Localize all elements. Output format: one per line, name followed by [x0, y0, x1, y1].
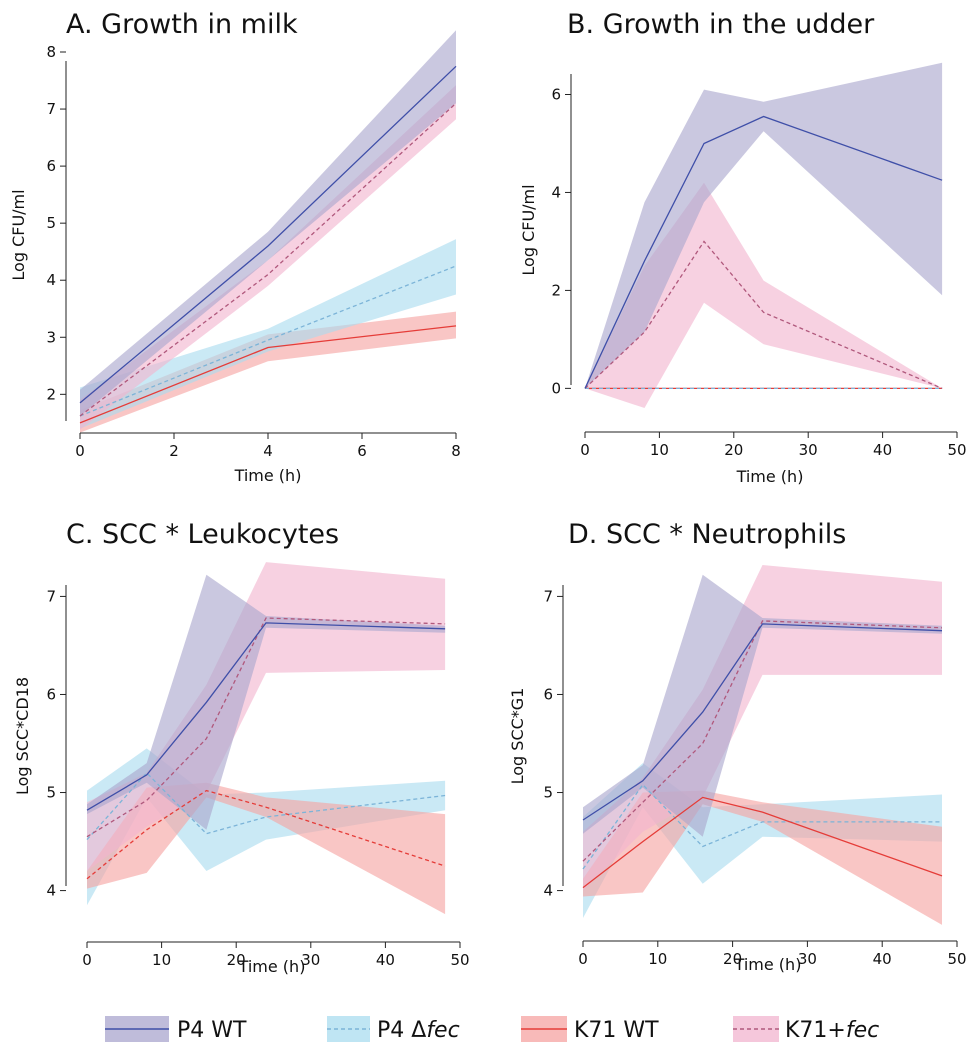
- panel-c-ylabel: Log SCC*CD18: [13, 677, 32, 795]
- panel-a-line-k71-wt: [79, 325, 457, 424]
- panel-a-x-tick-label: 6: [357, 442, 367, 460]
- panel-a-y-tick-label: 8: [46, 43, 56, 61]
- panel-c: C. SCC * Leukocytes 0 10 20 30 40 50 4 5 6 7 Time…: [13, 519, 470, 976]
- panel-c-y-tick-label: 7: [46, 587, 56, 605]
- panel-a-y-tick-label: 4: [46, 271, 56, 289]
- panel-b-x-tick-label: 10: [650, 441, 669, 459]
- panel-d-band-k71-wt: [583, 790, 942, 925]
- panel-b-title: B. Growth in the udder: [567, 9, 875, 40]
- legend-item-p4-dfec: P4 Δfec: [327, 1016, 460, 1043]
- panel-a-x-tick-label: 2: [169, 442, 179, 460]
- panel-a-x-tick-label: 0: [75, 442, 85, 460]
- panel-c-x-tick-label: 0: [82, 951, 92, 969]
- panel-c-xlabel: Time (h): [238, 957, 306, 976]
- legend-label-k71-fec: K71+fec: [785, 1018, 879, 1043]
- panel-d-x-tick-label: 30: [798, 950, 817, 968]
- panel-d-x-tick-label: 0: [578, 950, 588, 968]
- panel-b-x-tick-label: 0: [580, 441, 590, 459]
- panel-a-x-tick-label: 8: [451, 442, 461, 460]
- panel-d-title: D. SCC * Neutrophils: [568, 519, 846, 550]
- panel-c-plot: 0 10 20 30 40 50 4 5 6 7: [46, 562, 470, 969]
- panel-b-x-tick-label: 50: [947, 441, 966, 459]
- panel-c-x-tick-label: 50: [450, 951, 469, 969]
- panel-a-ylabel: Log CFU/ml: [9, 189, 28, 280]
- legend-item-k71-wt: K71 WT: [521, 1016, 659, 1043]
- panel-b-y-tick-label: 2: [551, 281, 561, 299]
- panel-c-x-tick-label: 20: [227, 951, 246, 969]
- panel-d-y-tick-label: 5: [543, 784, 553, 802]
- panel-a-y-tick-label: 5: [46, 214, 56, 232]
- panel-b-y-tick-label: 0: [551, 379, 561, 397]
- panel-a-x-tick-label: 4: [263, 442, 273, 460]
- legend: P4 WT P4 Δfec K71 WT K71+fec: [105, 1016, 879, 1043]
- panel-a-xlabel: Time (h): [234, 466, 302, 485]
- panel-d-x-tick-label: 10: [648, 950, 667, 968]
- panel-c-x-tick-label: 10: [152, 951, 171, 969]
- panel-c-y-tick-label: 5: [46, 784, 56, 802]
- panel-a-plot: 0 2 4 6 8 2 3 4 5 6 7 8: [46, 30, 461, 460]
- panel-b-xlabel: Time (h): [736, 467, 804, 486]
- panel-a-line-p4-wt: [79, 65, 457, 404]
- panel-c-line-k71-wt: [86, 789, 446, 880]
- panel-d-line-p4-wt: [582, 623, 943, 821]
- panel-c-line-p4-dfec: [86, 771, 446, 841]
- panel-a-y-tick-label: 3: [46, 328, 56, 346]
- panel-d-ylabel: Log SCC*G1: [508, 688, 527, 785]
- panel-a-title: A. Growth in milk: [66, 9, 298, 40]
- panel-d-plot: 0 10 20 30 40 50 4 5 6 7: [543, 565, 967, 968]
- panel-b-plot: 0 10 20 30 40 50 0 2 4 6: [551, 62, 967, 459]
- panel-b-y-tick-label: 4: [551, 183, 561, 201]
- panel-a-y-tick-label: 7: [46, 100, 56, 118]
- panel-b: B. Growth in the udder 0 10 20 30 40 50 0 2 4 6 T…: [519, 9, 967, 486]
- panel-a-band-k71-wt: [80, 311, 456, 433]
- panel-a-band-p4-dfec: [80, 239, 456, 429]
- panel-a-line-p4-dfec: [79, 265, 457, 417]
- panel-d-y-tick-label: 6: [543, 685, 553, 703]
- panel-b-line-k71-fec: [584, 240, 943, 389]
- panel-b-x-tick-label: 40: [873, 441, 892, 459]
- panel-d-line-k71-wt: [582, 796, 943, 889]
- panel-b-x-tick-label: 30: [799, 441, 818, 459]
- panel-c-line-k71-fec: [86, 617, 446, 838]
- panel-a-band-p4-wt: [80, 30, 456, 417]
- panel-c-title: C. SCC * Leukocytes: [66, 519, 339, 550]
- panel-d-line-p4-dfec: [582, 783, 942, 870]
- panel-d-y-tick-label: 7: [543, 587, 553, 605]
- panel-c-y-tick-label: 4: [46, 882, 56, 900]
- panel-d-y-tick-label: 4: [543, 882, 553, 900]
- panel-d-x-tick-label: 50: [947, 950, 966, 968]
- panel-c-y-tick-label: 6: [46, 685, 56, 703]
- panel-d-x-tick-label: 40: [873, 950, 892, 968]
- panel-d: D. SCC * Neutrophils 0 10 20 30 40 50 4 5 6 7 Tim…: [508, 519, 967, 974]
- panel-b-band-p4-wt: [585, 62, 943, 389]
- legend-label-k71-wt: K71 WT: [574, 1018, 659, 1043]
- panel-a-y-tick-label: 6: [46, 157, 56, 175]
- panel-b-ylabel: Log CFU/ml: [519, 184, 538, 275]
- legend-item-p4-wt: P4 WT: [105, 1016, 247, 1043]
- legend-label-p4-dfec: P4 Δfec: [377, 1018, 460, 1043]
- legend-item-k71-fec: K71+fec: [733, 1016, 879, 1043]
- panel-c-x-tick-label: 40: [376, 951, 395, 969]
- panel-d-line-k71-fec: [582, 620, 943, 862]
- panel-d-x-tick-label: 20: [723, 950, 742, 968]
- panel-a-line-k71-fec: [79, 102, 457, 417]
- panel-b-y-tick-label: 6: [551, 85, 561, 103]
- panel-b-line-p4-wt: [584, 115, 943, 389]
- panel-c-band-p4-wt: [87, 574, 446, 830]
- panel-b-x-tick-label: 20: [724, 441, 743, 459]
- panel-a-band-k71-fec: [80, 85, 456, 430]
- panel-c-x-tick-label: 30: [301, 951, 320, 969]
- legend-label-p4-wt: P4 WT: [177, 1018, 247, 1043]
- panel-a-y-tick-label: 2: [46, 385, 56, 403]
- panel-d-xlabel: Time (h): [734, 955, 802, 974]
- panel-c-band-k71-wt: [87, 782, 446, 915]
- panel-d-band-p4-wt: [583, 574, 942, 837]
- panel-c-line-p4-wt: [86, 622, 446, 811]
